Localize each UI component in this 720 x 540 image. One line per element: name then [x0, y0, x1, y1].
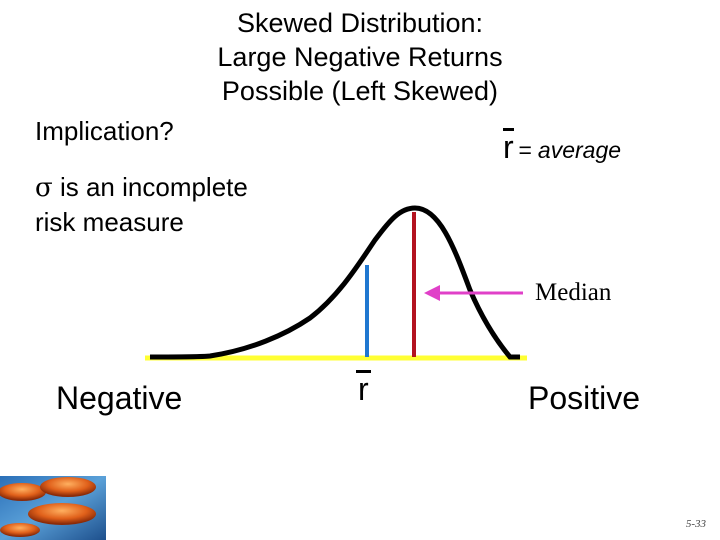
- title-line-2: Large Negative Returns: [217, 42, 503, 72]
- sigma-symbol: σ: [35, 173, 53, 203]
- mean-legend: r = average: [503, 128, 621, 164]
- mean-axis-label: r: [356, 370, 371, 407]
- stones-on-water-icon: [0, 476, 106, 540]
- slide-number: 5-33: [685, 518, 706, 530]
- positive-label: Positive: [528, 380, 641, 416]
- arrow-head-icon: [424, 285, 440, 301]
- distribution-curve: [149, 205, 520, 360]
- slide-title: Skewed Distribution: Large Negative Retu…: [150, 6, 570, 108]
- mean-legend-symbol: r: [503, 128, 514, 165]
- title-line-1: Skewed Distribution:: [236, 8, 484, 38]
- mean-legend-text: = average: [518, 137, 622, 163]
- median-label: Median: [535, 279, 612, 306]
- title-line-3: Possible (Left Skewed): [221, 76, 499, 106]
- sigma-note-line-2: risk measure: [35, 207, 184, 237]
- sigma-note-line-1: is an incomplete: [52, 172, 248, 202]
- negative-label: Negative: [56, 380, 183, 416]
- implication-text: Implication?: [35, 116, 174, 146]
- sigma-note: σ is an incomplete risk measure: [35, 170, 248, 239]
